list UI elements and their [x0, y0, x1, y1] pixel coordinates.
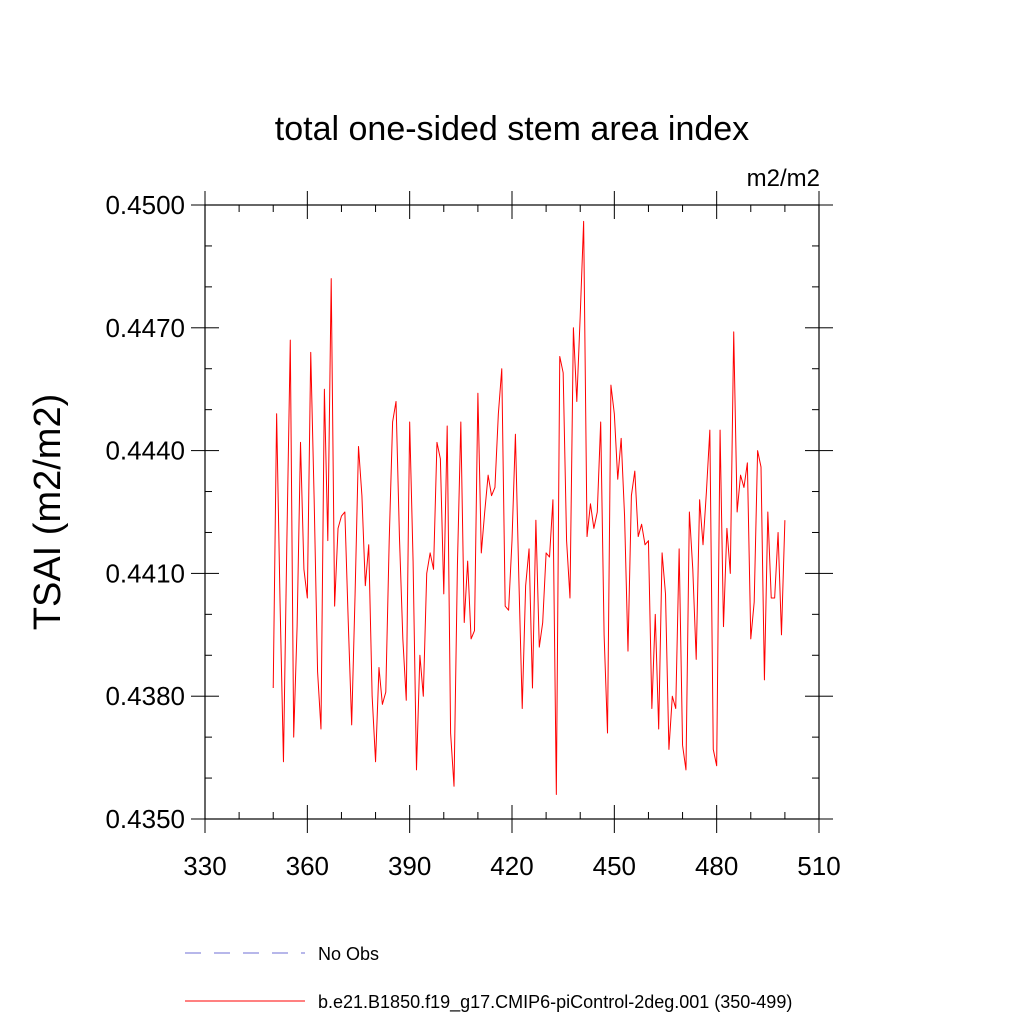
x-axis: 330 360 390 420 450 480 510: [183, 191, 841, 881]
y-tick-label: 0.4380: [105, 681, 185, 711]
y-axis: 0.4350 0.4380 0.4410 0.4440 0.4470 0.4500: [105, 190, 833, 834]
chart-title: total one-sided stem area index: [275, 110, 749, 148]
x-tick-label: 450: [593, 851, 636, 881]
series-line-0: [272, 220, 786, 795]
x-tick-label: 420: [490, 851, 533, 881]
x-tick-label: 510: [797, 851, 840, 881]
legend-label-picontrol: b.e21.B1850.f19_g17.CMIP6-piControl-2deg…: [318, 992, 792, 1013]
legend-label-no-obs: No Obs: [318, 944, 379, 964]
y-tick-label: 0.4410: [105, 558, 185, 588]
plot-frame: [204, 204, 820, 820]
x-tick-label: 480: [695, 851, 738, 881]
y-tick-label: 0.4500: [105, 190, 185, 220]
y-axis-label: TSAI (m2/m2): [27, 394, 69, 630]
x-tick-label: 390: [388, 851, 431, 881]
y-tick-label: 0.4470: [105, 313, 185, 343]
x-tick-label: 330: [183, 851, 226, 881]
series-layer: [272, 220, 786, 795]
x-tick-label: 360: [286, 851, 329, 881]
units-label: m2/m2: [747, 165, 820, 192]
legend: No Obs b.e21.B1850.f19_g17.CMIP6-piContr…: [185, 944, 792, 1013]
y-tick-label: 0.4440: [105, 436, 185, 466]
y-tick-label: 0.4350: [105, 804, 185, 834]
